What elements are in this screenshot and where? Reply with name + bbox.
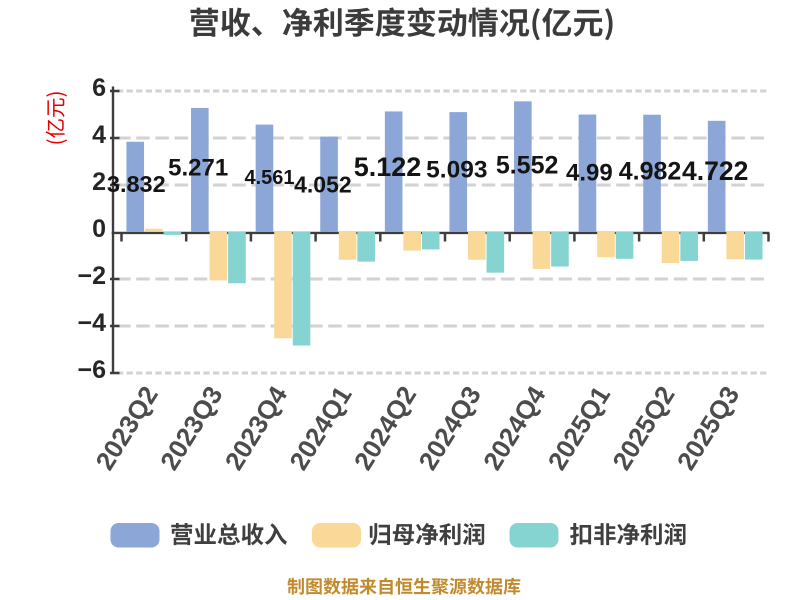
svg-text:4.561: 4.561 <box>244 167 294 189</box>
svg-text:−2: −2 <box>77 262 106 290</box>
svg-text:4: 4 <box>92 121 106 149</box>
svg-text:4.722: 4.722 <box>682 156 748 186</box>
svg-text:5.552: 5.552 <box>496 152 559 180</box>
svg-text:0: 0 <box>92 215 106 243</box>
svg-text:6: 6 <box>92 74 106 102</box>
svg-text:3.832: 3.832 <box>107 171 166 197</box>
svg-text:5.093: 5.093 <box>426 157 487 184</box>
svg-text:4.052: 4.052 <box>294 172 352 198</box>
svg-text:4.99: 4.99 <box>566 160 613 187</box>
svg-text:−4: −4 <box>77 309 106 337</box>
svg-text:5.122: 5.122 <box>354 152 422 182</box>
svg-text:2: 2 <box>92 168 106 196</box>
svg-text:−6: −6 <box>77 356 106 384</box>
svg-text:4.982: 4.982 <box>619 157 682 185</box>
svg-text:5.271: 5.271 <box>168 155 228 182</box>
